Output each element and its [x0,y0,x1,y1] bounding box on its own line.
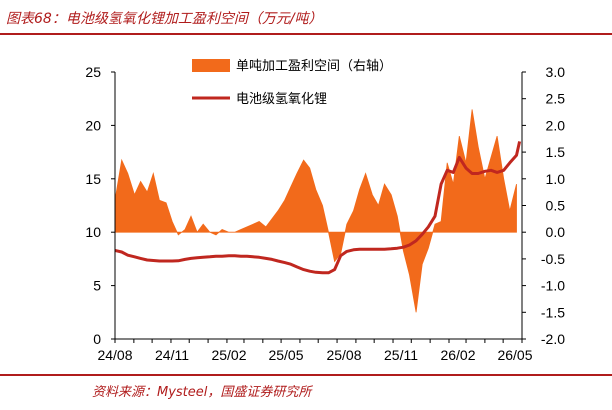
x-tick-label: 25/02 [211,347,246,363]
left-tick-label: 10 [85,224,101,240]
x-tick-label: 25/05 [268,347,303,363]
chart: 0 5 10 15 20 25 -2.0 -1.5 -1.0 -0.5 0.0 0.5 1.0 1.5 2.… [85,59,566,363]
x-tick-label: 25/08 [326,347,361,363]
series-area-profit [114,109,517,313]
right-tick-label: 3.0 [546,64,566,80]
x-tick-label: 25/11 [384,347,418,363]
legend-label-profit: 单吨加工盈利空间（右轴） [236,59,392,74]
right-tick-label: 1.5 [546,144,566,160]
right-tick-label: 1.0 [546,171,566,187]
legend: 单吨加工盈利空间（右轴） 电池级氢氧化锂 [192,59,392,107]
legend-swatch-profit [192,59,230,72]
chart-title: 图表68：电池级氢氧化锂加工盈利空间（万元/吨） [6,11,323,27]
footer-rule [0,374,612,376]
source-note: 资料来源：Mysteel，国盛证券研究所 [92,385,312,400]
right-tick-label: -2.0 [541,331,565,347]
left-tick-label: 15 [85,171,101,187]
right-tick-label: 0.5 [546,198,566,214]
x-tick-label: 26/05 [497,347,532,363]
header-rule [0,33,612,35]
right-tick-label: 2.5 [546,91,566,107]
right-tick-label: -1.0 [541,278,565,294]
right-tick-label: -0.5 [541,251,565,267]
x-tick-label: 26/02 [440,347,475,363]
left-tick-label: 0 [93,331,101,347]
left-tick-label: 20 [85,117,101,133]
series-line-price [114,141,522,275]
legend-label-price: 电池级氢氧化锂 [236,92,327,107]
right-tick-label: -1.5 [541,304,565,320]
x-tick-label: 24/11 [155,347,189,363]
left-tick-label: 5 [93,278,101,294]
x-tick-label: 24/08 [97,347,132,363]
left-tick-label: 25 [85,64,101,80]
right-tick-label: 2.0 [546,117,566,133]
right-tick-label: 0.0 [546,224,566,240]
